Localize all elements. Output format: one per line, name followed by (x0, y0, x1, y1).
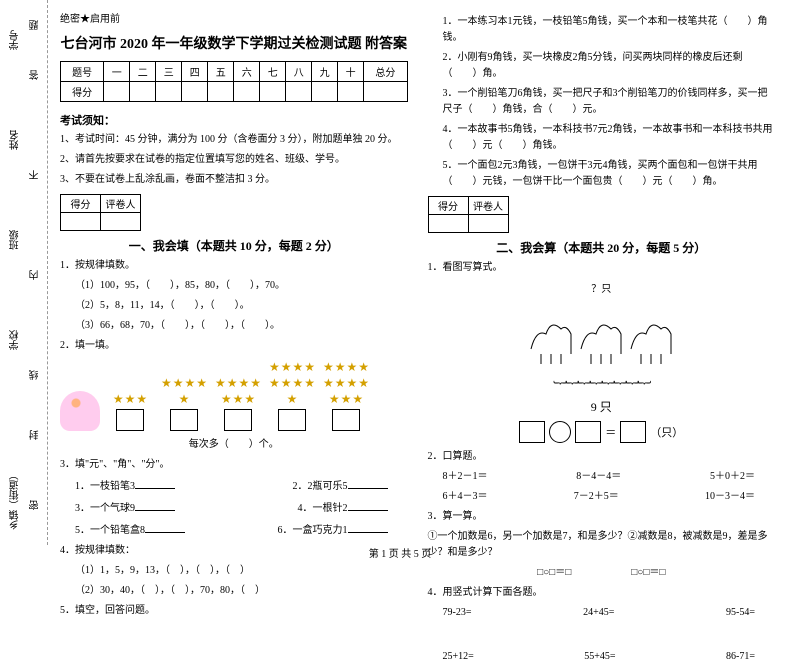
margin-mark: 密 (28, 500, 43, 510)
girl-icon (60, 391, 100, 431)
page-footer: 第 1 页 共 5 页 (0, 545, 800, 560)
q2-3: 3．算一算。 (428, 509, 776, 525)
camel-caption-bottom: 9 只 (428, 398, 776, 415)
calc-expression: ＝ （只） (428, 421, 776, 443)
margin-mark: 封 (28, 430, 43, 440)
q1-4-item: （1）1，5，9，13，（ ），（ ），（ ） (60, 563, 408, 579)
margin-mark: 题 (28, 20, 43, 30)
q2-3-expr: □○□＝□ □○□＝□ (428, 565, 776, 581)
camel-figure (511, 299, 691, 374)
q1-5-item: 3．一个削铅笔刀6角钱，买一把尺子和3个削铅笔刀的价钱同样多，买一把尺子（ ）角… (428, 86, 776, 118)
score-box: 得分评卷人 (60, 194, 141, 231)
margin-label: 姓名 (8, 130, 23, 150)
notice-line: 2、请首先按要求在试卷的指定位置填写您的姓名、班级、学号。 (60, 152, 408, 168)
margin-mark: 不 (28, 170, 43, 180)
q1-5-item: 2．小刚有9角钱，买一块橡皮2角5分钱，问买两块同样的橡皮后还剩（ ）角。 (428, 50, 776, 82)
exam-title: 七台河市 2020 年一年级数学下学期过关检测试题 附答案 (60, 33, 408, 53)
notice-line: 1、考试时间：45 分钟，满分为 100 分（含卷面分 3 分），附加题单独 2… (60, 132, 408, 148)
q1-5: 5．填空，回答问题。 (60, 603, 408, 619)
margin-mark: 答 (28, 70, 43, 80)
notice-heading: 考试须知： (60, 112, 408, 128)
q2-2: 2．口算题。 (428, 449, 776, 465)
q2-1: 1．看图写算式。 (428, 260, 776, 276)
brace-icon: ︸︸︸︸︸︸︸︸ (428, 378, 776, 398)
camel-caption-top: ？只 (428, 280, 776, 295)
q1-5-item: 5．一个面包2元3角钱，一包饼干3元4角钱，买两个面包和一包饼干共用（ ）元钱，… (428, 158, 776, 190)
section2-title: 二、我会算（本题共 20 分，每题 5 分） (428, 239, 776, 256)
q1-5-item: 4．一本故事书5角钱，一本科技书7元2角钱，一本故事书和一本科技书共用（ ）元（… (428, 122, 776, 154)
q1-2-note: 每次多（ ）个。 (60, 437, 408, 453)
notice-line: 3、不要在试卷上乱涂乱画，卷面不整洁扣 3 分。 (60, 172, 408, 188)
section1-title: 一、我会填（本题共 10 分，每题 2 分） (60, 237, 408, 254)
margin-label: 班级 (8, 230, 23, 250)
margin-label: 学号 (8, 30, 23, 50)
score-table: 题号一二 三四五 六七八 九十总分 得分 (60, 61, 408, 102)
q1-1: 1．按规律填数。 (60, 258, 408, 274)
margin-mark: 内 (28, 270, 43, 280)
stars-figure: ★★★ ★★★★★ ★★★★★★★ ★★★★★★★★★ ★★★★★★★★★★★ (60, 360, 408, 431)
q1-1-item: （1）100，95，（ ），85，80，（ ），70。 (60, 278, 408, 294)
secrecy-mark: 绝密★启用前 (60, 10, 408, 25)
score-box: 得分评卷人 (428, 196, 509, 233)
margin-label: 学校 (8, 330, 23, 350)
q1-1-item: （2）5，8，11，14，（ ），（ ）。 (60, 298, 408, 314)
q1-4-item: （2）30，40，（ ），（ ），70，80，（ ） (60, 583, 408, 599)
q1-1-item: （3）66，68，70，（ ），（ ），（ ）。 (60, 318, 408, 334)
q1-5-item: 1．一本练习本1元钱，一枝铅笔5角钱，买一个本和一枝笔共花（ ）角钱。 (428, 14, 776, 46)
q1-2: 2．填一填。 (60, 338, 408, 354)
q2-4: 4．用竖式计算下面各题。 (428, 585, 776, 601)
margin-mark: 线 (28, 370, 43, 380)
q1-3: 3．填"元"、"角"、"分"。 (60, 457, 408, 473)
margin-label: 乡镇（街道） (8, 470, 23, 530)
